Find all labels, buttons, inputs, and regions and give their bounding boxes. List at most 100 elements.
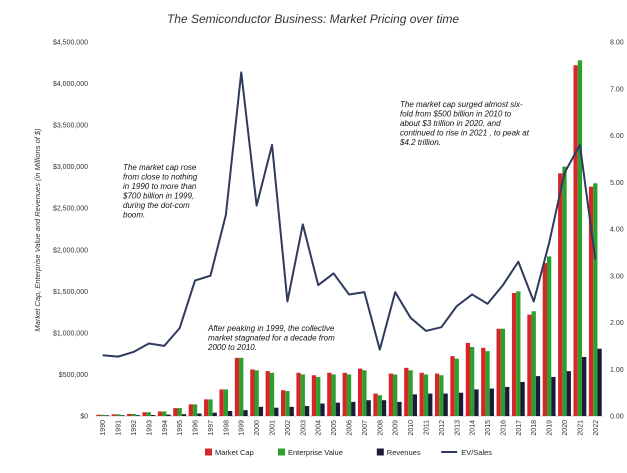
bar-revenues — [520, 381, 525, 416]
x-tick-label: 2015 — [485, 420, 492, 436]
bar-market-cap — [173, 408, 178, 416]
x-tick-label: 2005 — [331, 420, 338, 436]
legend-swatch — [376, 448, 384, 456]
x-tick-label: 2022 — [593, 420, 600, 436]
bar-market-cap — [558, 173, 563, 416]
bar-revenues — [381, 400, 387, 416]
annotation: After peaking in 1999, the collective mar… — [207, 324, 335, 352]
bar-enterprise-value — [100, 414, 105, 416]
bar-market-cap — [419, 372, 424, 416]
bar-revenues — [351, 401, 356, 416]
bar-market-cap — [265, 371, 270, 416]
bar-revenues — [320, 403, 325, 416]
bar-enterprise-value — [208, 399, 213, 416]
bar-enterprise-value — [239, 357, 244, 416]
bar-revenues — [258, 406, 264, 416]
left-axis: $0 $500,000 $1,000,000 $1,500,000 $2,000,000… — [53, 40, 88, 421]
bar-revenues — [151, 415, 156, 416]
bar-enterprise-value — [331, 374, 336, 416]
legend-label: EV/Sales — [461, 448, 492, 457]
bar-revenues — [397, 401, 402, 416]
bar-market-cap — [588, 186, 594, 416]
bar-enterprise-value — [115, 414, 121, 416]
x-tick-label: 2001 — [270, 420, 277, 436]
y-tick-label: $2,000,000 — [53, 247, 88, 254]
bar-enterprise-value — [485, 351, 490, 416]
bar-market-cap — [434, 373, 440, 416]
x-tick-label: 1998 — [223, 420, 230, 436]
x-tick-label: 1996 — [193, 420, 200, 436]
bar-revenues — [443, 393, 448, 416]
x-tick-label: 2013 — [454, 420, 461, 436]
y-tick-label: $3,500,000 — [53, 123, 88, 130]
bar-market-cap — [481, 347, 486, 416]
bar-enterprise-value — [500, 328, 506, 416]
x-tick-label: 1997 — [208, 420, 215, 436]
bar-revenues — [212, 412, 217, 416]
bar-enterprise-value — [146, 412, 152, 416]
bar-revenues — [274, 407, 279, 416]
bar-revenues — [335, 402, 341, 416]
bar-enterprise-value — [346, 374, 352, 416]
x-tick-label: 2012 — [439, 420, 446, 436]
x-tick-label: 2006 — [347, 420, 354, 436]
bar-revenues — [412, 394, 417, 416]
bar-enterprise-value — [285, 391, 290, 416]
x-tick-label: 1995 — [177, 420, 184, 436]
x-tick-label: 2003 — [300, 420, 307, 436]
annotations: The market cap rose from close to nothing… — [122, 100, 530, 352]
legend-swatch — [205, 448, 212, 456]
y2-tick-label: 8.00 — [610, 40, 624, 47]
bar-revenues — [551, 376, 556, 416]
y-tick-label: $4,500,000 — [53, 40, 88, 47]
bar-revenues — [197, 413, 202, 416]
bar-enterprise-value — [300, 374, 305, 416]
bar-market-cap — [234, 357, 240, 416]
bar-revenues — [458, 392, 464, 416]
x-tick-label: 2018 — [531, 420, 538, 436]
bar-enterprise-value — [408, 370, 413, 416]
bar-enterprise-value — [593, 183, 598, 416]
bar-enterprise-value — [192, 404, 198, 416]
bar-market-cap — [465, 342, 471, 416]
bar-enterprise-value — [531, 311, 536, 416]
legend-label: Enterprise Value — [288, 448, 343, 457]
x-tick-label: 1994 — [162, 420, 169, 436]
bar-enterprise-value — [377, 395, 382, 416]
bar-enterprise-value — [423, 374, 429, 416]
ev-sales-line — [102, 71, 597, 358]
bar-enterprise-value — [254, 370, 259, 416]
y2-tick-label: 5.00 — [610, 180, 624, 187]
x-tick-label: 1993 — [146, 420, 153, 436]
y2-tick-label: 7.00 — [610, 86, 624, 93]
bar-revenues — [181, 414, 187, 416]
x-tick-label: 1990 — [100, 420, 107, 436]
x-tick-label: 2010 — [408, 420, 415, 436]
bar-revenues — [566, 371, 571, 416]
x-tick-label: 1999 — [239, 420, 246, 436]
bar-enterprise-value — [470, 347, 475, 416]
y2-tick-label: 0.00 — [610, 414, 624, 421]
y2-tick-label: 2.00 — [610, 320, 624, 327]
x-tick-label: 2008 — [377, 420, 384, 436]
legend-swatch — [278, 448, 285, 456]
y-tick-label: $1,000,000 — [53, 330, 88, 337]
x-tick-label: 2007 — [362, 420, 369, 436]
bar-market-cap — [511, 293, 517, 416]
bar-enterprise-value — [316, 376, 321, 416]
x-tick-label: 2014 — [470, 420, 477, 436]
bar-market-cap — [250, 369, 255, 416]
x-tick-label: 2009 — [393, 420, 400, 436]
x-tick-label: 2019 — [547, 420, 554, 436]
bar-market-cap — [204, 399, 209, 416]
bar-market-cap — [111, 414, 116, 416]
bar-market-cap — [404, 367, 409, 416]
bar-enterprise-value — [516, 291, 521, 416]
ev-sales-line-layer — [102, 71, 597, 358]
bar-enterprise-value — [131, 413, 136, 416]
bar-enterprise-value — [269, 372, 275, 416]
bar-market-cap — [496, 328, 501, 416]
legend-label: Revenues — [387, 448, 421, 457]
bar-market-cap — [127, 413, 132, 416]
